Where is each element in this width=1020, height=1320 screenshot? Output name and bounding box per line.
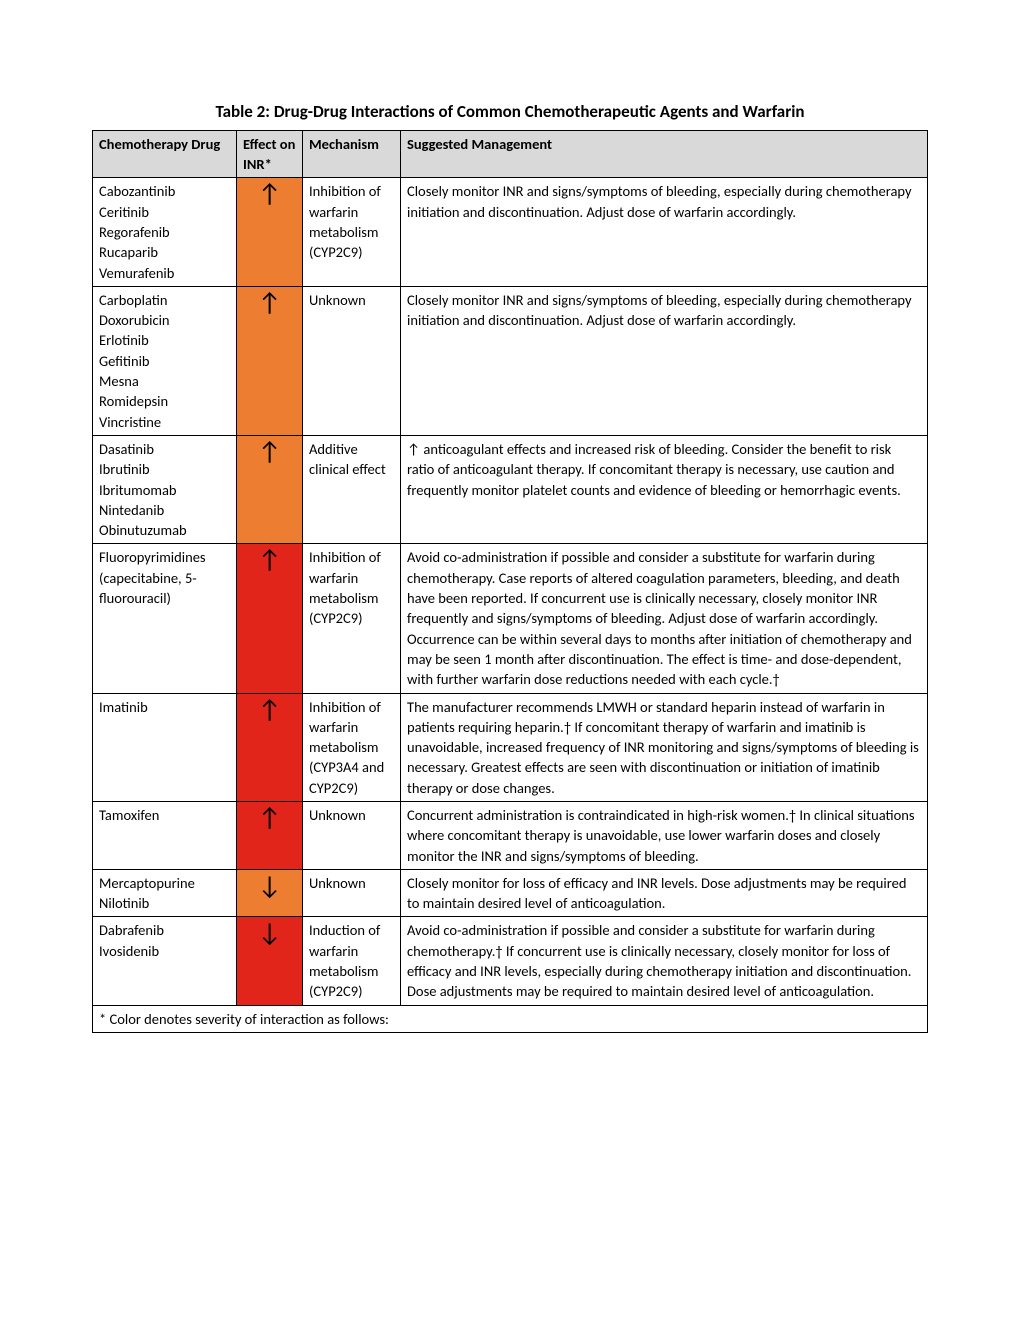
- col-header-effect: Effect on INR*: [237, 130, 303, 178]
- mechanism-cell: Inhibition of warfarin metabolism (CYP2C…: [303, 544, 401, 693]
- management-cell: Concurrent administration is contraindic…: [401, 802, 928, 870]
- management-cell: The manufacturer recommends LMWH or stan…: [401, 693, 928, 801]
- effect-cell: ↑: [237, 178, 303, 286]
- effect-cell: ↑: [237, 435, 303, 543]
- col-header-management: Suggested Management: [401, 130, 928, 178]
- effect-cell: ↑: [237, 693, 303, 801]
- effect-cell: ↑: [237, 802, 303, 870]
- col-header-drug: Chemotherapy Drug: [93, 130, 237, 178]
- table-row: Fluoropyrimidines (capecitabine, 5-fluor…: [93, 544, 928, 693]
- mechanism-cell: Induction of warfarin metabolism (CYP2C9…: [303, 917, 401, 1005]
- mechanism-cell: Inhibition of warfarin metabolism (CYP3A…: [303, 693, 401, 801]
- effect-cell: ↑: [237, 544, 303, 693]
- management-cell: Avoid co-administration if possible and …: [401, 917, 928, 1005]
- management-cell: Closely monitor INR and signs/symptoms o…: [401, 178, 928, 286]
- mechanism-cell: Unknown: [303, 869, 401, 917]
- management-cell: Closely monitor for loss of efficacy and…: [401, 869, 928, 917]
- effect-cell: ↑: [237, 286, 303, 435]
- drug-cell: Fluoropyrimidines (capecitabine, 5-fluor…: [93, 544, 237, 693]
- management-cell: Closely monitor INR and signs/symptoms o…: [401, 286, 928, 435]
- drug-cell: Carboplatin Doxorubicin Erlotinib Gefiti…: [93, 286, 237, 435]
- table-header-row: Chemotherapy Drug Effect on INR* Mechani…: [93, 130, 928, 178]
- table-row: Imatinib ↑ Inhibition of warfarin metaboli…: [93, 693, 928, 801]
- table-title: Table 2: Drug-Drug Interactions of Commo…: [92, 100, 928, 124]
- arrow-down-icon: ↓: [258, 916, 282, 948]
- table-row: Carboplatin Doxorubicin Erlotinib Gefiti…: [93, 286, 928, 435]
- arrow-up-icon: ↑: [258, 543, 282, 575]
- drug-cell: Cabozantinib Ceritinib Regorafenib Rucap…: [93, 178, 237, 286]
- arrow-up-icon: ↑: [258, 286, 282, 318]
- arrow-up-icon: ↑: [258, 177, 282, 209]
- table-row: Dabrafenib Ivosidenib ↓ Induction of warfa…: [93, 917, 928, 1005]
- table-row: Dasatinib Ibrutinib Ibritumomab Nintedan…: [93, 435, 928, 543]
- col-header-mechanism: Mechanism: [303, 130, 401, 178]
- drug-cell: Dabrafenib Ivosidenib: [93, 917, 237, 1005]
- table-row: Tamoxifen ↑ UnknownConcurrent administrati…: [93, 802, 928, 870]
- mechanism-cell: Unknown: [303, 802, 401, 870]
- arrow-up-icon: ↑: [258, 693, 282, 725]
- mechanism-cell: Inhibition of warfarin metabolism (CYP2C…: [303, 178, 401, 286]
- mechanism-cell: Additive clinical effect: [303, 435, 401, 543]
- footnote-cell: * Color denotes severity of interaction …: [93, 1005, 928, 1032]
- drug-cell: Tamoxifen: [93, 802, 237, 870]
- table-row: Cabozantinib Ceritinib Regorafenib Rucap…: [93, 178, 928, 286]
- drug-cell: Imatinib: [93, 693, 237, 801]
- arrow-up-icon: ↑: [258, 435, 282, 467]
- drug-cell: Dasatinib Ibrutinib Ibritumomab Nintedan…: [93, 435, 237, 543]
- arrow-down-icon: ↓: [258, 869, 282, 901]
- drug-cell: Mercaptopurine Nilotinib: [93, 869, 237, 917]
- mechanism-cell: Unknown: [303, 286, 401, 435]
- management-cell: Avoid co-administration if possible and …: [401, 544, 928, 693]
- effect-cell: ↓: [237, 917, 303, 1005]
- table-row: Mercaptopurine Nilotinib ↓ UnknownClosely …: [93, 869, 928, 917]
- management-cell: ↑ anticoagulant effects and increased ri…: [401, 435, 928, 543]
- interactions-table: Chemotherapy Drug Effect on INR* Mechani…: [92, 130, 928, 1033]
- footnote-row: * Color denotes severity of interaction …: [93, 1005, 928, 1032]
- arrow-up-icon: ↑: [258, 801, 282, 833]
- effect-cell: ↓: [237, 869, 303, 917]
